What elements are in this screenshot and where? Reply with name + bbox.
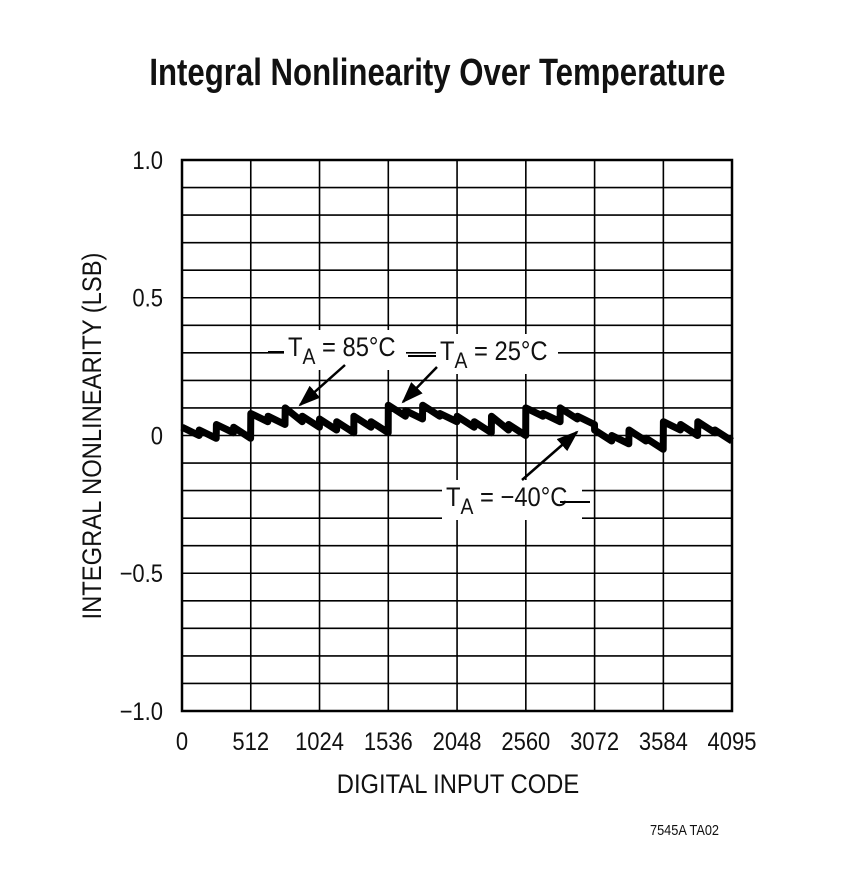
y-tick-label: −1.0 [120,698,163,726]
x-tick-label: 1536 [364,728,413,756]
x-tick-label: 0 [176,728,188,756]
annotation-background [436,334,558,374]
annotation-background [442,480,582,520]
y-axis-label: INTEGRAL NONLINEARITY (LSB) [78,253,108,620]
y-tick-label: 1.0 [132,147,163,175]
x-tick-label: 1024 [295,728,344,756]
x-tick-label: 3584 [639,728,688,756]
y-tick-label: −0.5 [120,560,163,588]
y-tick-label: 0 [151,422,163,450]
chart-title: Integral Nonlinearity Over Temperature [149,52,726,94]
x-tick-label: 2048 [433,728,482,756]
figure-code: 7545A TA02 [650,822,720,839]
x-tick-label: 4095 [708,728,757,756]
annotation-label: TA = 85°C [288,333,396,370]
y-tick-label: 0.5 [132,284,163,312]
plot-frame [180,158,734,713]
x-tick-label: 2560 [501,728,550,756]
x-axis-label: DIGITAL INPUT CODE [337,770,579,800]
annotation-background [284,330,406,370]
annotation-arrow [521,430,579,481]
annotation-arrow [401,366,438,404]
annotation-label: TA = −40°C [446,483,567,520]
x-tick-label: 512 [232,728,269,756]
annotation-arrow [298,364,346,407]
inl-trace [180,401,734,453]
annotation-label: TA = 25°C [440,337,548,374]
x-tick-label: 3072 [570,728,619,756]
